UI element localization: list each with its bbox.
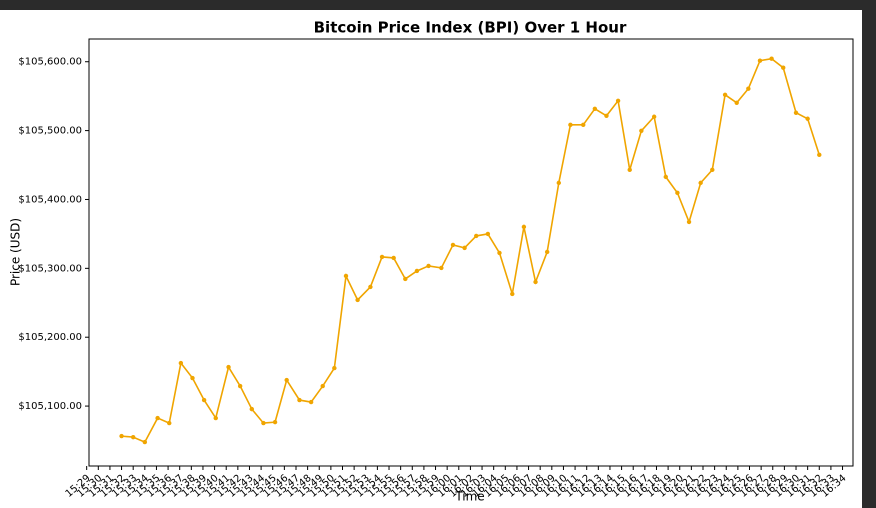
point xyxy=(249,406,255,412)
point xyxy=(308,399,314,405)
point xyxy=(533,279,538,285)
point xyxy=(497,250,502,256)
plot-frame xyxy=(88,38,854,467)
point xyxy=(817,152,822,158)
point xyxy=(722,92,728,97)
point xyxy=(651,114,657,119)
point xyxy=(403,276,408,282)
point xyxy=(272,419,278,425)
y-tick-label: $105,400.00 xyxy=(18,194,82,205)
point xyxy=(781,65,786,70)
point xyxy=(544,249,550,255)
chart-title: Bitcoin Price Index (BPI) Over 1 Hour xyxy=(314,19,627,37)
point xyxy=(769,56,774,61)
point xyxy=(675,190,680,196)
point xyxy=(167,420,172,426)
point xyxy=(698,180,703,186)
point xyxy=(474,233,479,239)
point xyxy=(178,360,184,366)
point xyxy=(343,273,349,279)
point xyxy=(155,415,160,421)
point xyxy=(355,297,360,303)
point xyxy=(226,364,231,370)
point xyxy=(439,265,444,271)
y-tick-label: $105,200.00 xyxy=(18,332,82,343)
point xyxy=(201,397,207,403)
point xyxy=(391,255,396,261)
y-tick-label: $105,600.00 xyxy=(18,57,82,68)
y-tick-label: $105,300.00 xyxy=(18,263,82,274)
y-axis-label: Price (USD) xyxy=(9,218,23,286)
point xyxy=(450,242,456,248)
point xyxy=(462,245,467,251)
point xyxy=(615,98,621,103)
point xyxy=(426,263,431,269)
point xyxy=(521,224,527,230)
point xyxy=(592,106,598,111)
y-tick-label: $105,100.00 xyxy=(18,401,82,412)
y-tick-label: $105,500.00 xyxy=(18,126,82,137)
figure-background xyxy=(0,10,862,508)
point xyxy=(414,268,420,274)
point xyxy=(710,167,715,173)
price-line xyxy=(121,57,821,444)
point xyxy=(485,231,491,237)
point xyxy=(604,113,609,118)
point xyxy=(568,122,573,128)
point xyxy=(119,433,124,439)
point xyxy=(213,415,218,421)
point xyxy=(746,86,751,91)
point xyxy=(581,122,586,128)
point xyxy=(130,434,136,440)
point xyxy=(556,180,561,186)
point xyxy=(686,219,692,225)
point xyxy=(261,420,266,426)
point xyxy=(332,365,337,371)
point xyxy=(142,439,148,445)
point xyxy=(368,284,373,290)
point xyxy=(190,375,195,381)
point xyxy=(627,167,632,173)
point xyxy=(510,291,515,297)
point xyxy=(237,383,243,389)
point xyxy=(663,174,668,180)
point xyxy=(757,58,763,63)
point xyxy=(805,116,810,121)
point xyxy=(734,100,739,105)
point xyxy=(793,110,799,115)
point xyxy=(297,397,302,403)
point xyxy=(320,383,325,389)
x-axis-label: Time xyxy=(454,490,484,504)
point xyxy=(284,377,289,383)
point xyxy=(639,128,644,134)
point xyxy=(379,254,385,260)
